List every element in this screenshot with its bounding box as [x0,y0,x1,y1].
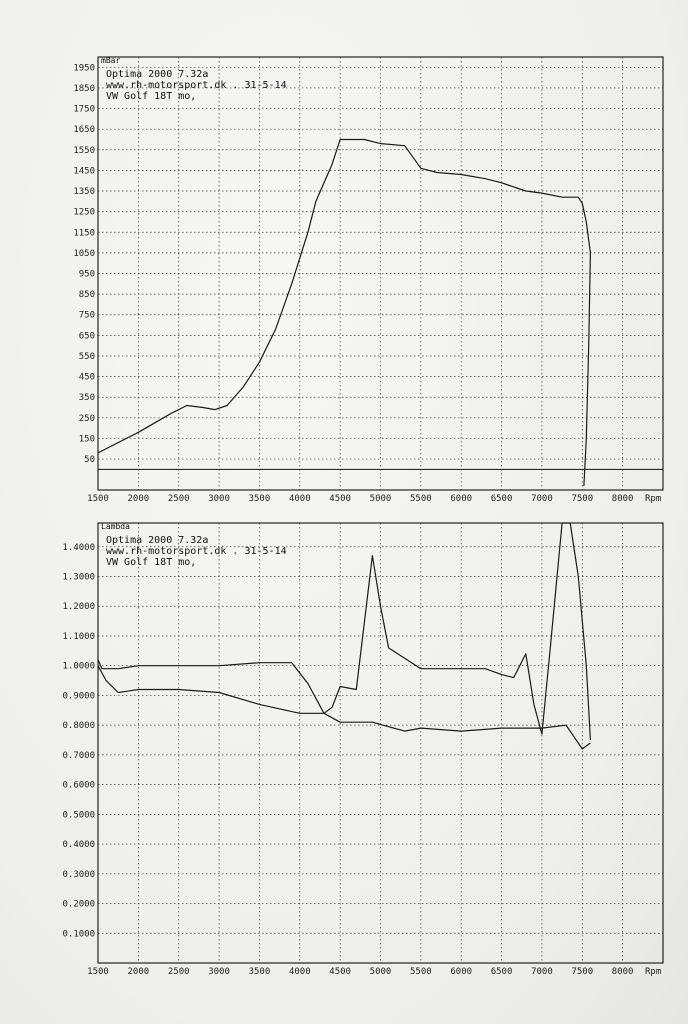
x-tick-label: 7000 [531,494,553,504]
header-line: www.rh-motorsport.dk . 31-5-14 [106,80,287,91]
x-tick-label: 7500 [571,494,593,504]
y-tick-label: 950 [79,270,95,280]
x-axis-label: Rpm [645,967,661,977]
x-tick-label: 7000 [531,967,553,977]
y-tick-label: 1950 [73,63,95,73]
x-tick-label: 1500 [87,494,109,504]
x-tick-label: 2500 [168,494,190,504]
x-tick-label: 5000 [370,494,392,504]
x-tick-label: 8000 [612,967,634,977]
series-line-1 [97,522,591,741]
x-tick-label: 3000 [208,967,230,977]
y-tick-label: 0.1000 [62,929,95,939]
header-line: Optima 2000 7.32a [106,535,208,546]
header-line: Optima 2000 7.32a [106,69,208,80]
series-line-2 [97,665,591,750]
y-tick-label: 750 [79,311,95,321]
x-tick-label: 6000 [450,967,472,977]
x-tick-label: 4000 [289,494,311,504]
chart-2: 0.1000 0.2000 0.3000 0.4000 0.5000 0.6000 0.70… [62,522,664,977]
header-line: VW Golf 18T mo, [106,557,196,568]
x-tick-label: 4000 [289,967,311,977]
y-tick-label: 1.4000 [62,543,95,553]
y-tick-label: 1650 [73,125,95,135]
y-tick-label: 0.2000 [62,900,95,910]
y-tick-label: 0.8000 [62,721,95,731]
y-tick-label: 1150 [73,228,95,238]
y-tick-label: 550 [79,352,95,362]
x-tick-label: 4500 [329,967,351,977]
x-tick-label: 2500 [168,967,190,977]
x-tick-label: 5000 [370,967,392,977]
y-tick-label: 0.3000 [62,870,95,880]
x-tick-label: 7500 [571,967,593,977]
y-tick-label: 150 [79,434,95,444]
x-tick-label: 3500 [249,967,271,977]
y-tick-label: 0.5000 [62,810,95,820]
series-line-1 [97,138,592,486]
y-tick-label: 1750 [73,105,95,115]
y-tick-label: 50 [84,455,95,465]
y-tick-label: 0.6000 [62,781,95,791]
x-tick-label: 5500 [410,494,432,504]
y-unit-label: mBar [101,56,120,65]
y-tick-label: 1450 [73,166,95,176]
y-tick-label: 0.4000 [62,840,95,850]
y-tick-label: 1350 [73,187,95,197]
x-tick-label: 6000 [450,494,472,504]
header-line: www.rh-motorsport.dk . 31-5-14 [106,546,287,557]
x-tick-label: 6500 [491,967,513,977]
y-tick-label: 1.2000 [62,602,95,612]
x-axis-label: Rpm [645,494,661,504]
header-line: VW Golf 18T mo, [106,91,196,102]
x-tick-label: 3000 [208,494,230,504]
y-tick-label: 0.9000 [62,691,95,701]
plot-frame [97,56,664,491]
x-tick-label: 2000 [128,494,150,504]
x-tick-label: 6500 [491,494,513,504]
chart-1: 50 150 250 350 450 550 650 750 850 950 1050 1150 125… [73,56,664,504]
x-tick-label: 1500 [87,967,109,977]
y-tick-label: 1850 [73,84,95,94]
y-tick-label: 450 [79,373,95,383]
y-tick-label: 1550 [73,146,95,156]
y-tick-label: 850 [79,290,95,300]
y-tick-label: 1050 [73,249,95,259]
x-tick-label: 5500 [410,967,432,977]
y-tick-label: 1.1000 [62,632,95,642]
x-tick-label: 4500 [329,494,351,504]
plot-frame [97,522,664,964]
x-tick-label: 2000 [128,967,150,977]
y-tick-label: 650 [79,331,95,341]
y-unit-label: Lambda [101,522,130,531]
x-tick-label: 8000 [612,494,634,504]
y-tick-label: 1.0000 [62,662,95,672]
y-tick-label: 1.3000 [62,573,95,583]
y-tick-label: 0.7000 [62,751,95,761]
y-tick-label: 350 [79,393,95,403]
y-tick-label: 1250 [73,208,95,218]
y-tick-label: 250 [79,414,95,424]
x-tick-label: 3500 [249,494,271,504]
